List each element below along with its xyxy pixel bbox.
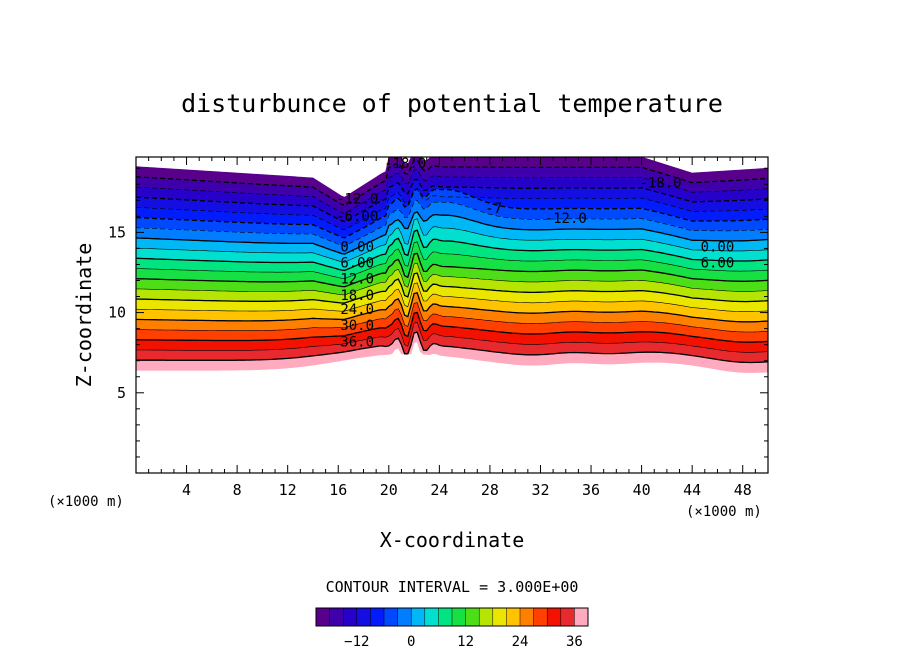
x-tick-label: 40 bbox=[633, 481, 651, 499]
colorbar-cell bbox=[547, 608, 562, 626]
colorbar-cell bbox=[452, 608, 466, 626]
x-tick-label: 32 bbox=[531, 481, 549, 499]
contour-line bbox=[136, 321, 768, 353]
colorbar-tick-label: 36 bbox=[566, 634, 583, 650]
contour-line bbox=[136, 211, 768, 255]
contour-line bbox=[136, 272, 768, 304]
colorbar-cell bbox=[574, 608, 589, 626]
y-axis-label: Z-coordinate bbox=[72, 243, 96, 388]
y-tick-label: 15 bbox=[108, 223, 126, 241]
colorbar-cell bbox=[356, 608, 371, 626]
colorbar-cell bbox=[384, 608, 398, 626]
x-tick-label: 8 bbox=[233, 481, 242, 499]
x-tick-label: 16 bbox=[329, 481, 347, 499]
contour-interval-text: CONTOUR INTERVAL = 3.000E+00 bbox=[326, 578, 579, 596]
contour-label: 0.00 bbox=[340, 240, 374, 256]
x-tick-label: 4 bbox=[182, 481, 191, 499]
colorbar-cell bbox=[533, 608, 548, 626]
axis-ticks bbox=[136, 157, 768, 473]
contour-label: -7 bbox=[485, 201, 502, 217]
contour-line bbox=[136, 187, 768, 239]
colorbar-cell bbox=[438, 608, 453, 626]
colorbar-cell bbox=[479, 608, 494, 626]
x-tick-label: 20 bbox=[380, 481, 398, 499]
contour-line bbox=[136, 218, 768, 263]
contour-line bbox=[136, 282, 768, 312]
colorbar-cell bbox=[370, 608, 385, 626]
contour-label: 6.00 bbox=[701, 256, 735, 272]
contour-line bbox=[136, 241, 768, 279]
contour-line bbox=[136, 178, 768, 223]
colorbar-tick-label: 24 bbox=[512, 634, 529, 650]
colorbar-tick-label: 0 bbox=[407, 634, 415, 650]
colorbar-frame bbox=[315, 607, 589, 627]
contour-line bbox=[136, 262, 768, 296]
contour-line bbox=[136, 158, 768, 207]
contour-label: 12.0 bbox=[340, 272, 374, 288]
contour-line bbox=[136, 188, 768, 231]
contour-line bbox=[136, 331, 768, 364]
contour-line bbox=[136, 200, 768, 247]
contour-label: -18.0 bbox=[639, 175, 681, 191]
contour-labels: -18.0-18.0-12.0-12.0-6.00-70.00 0.006.00 6… bbox=[336, 156, 735, 350]
colorbar-tick-labels: −12 0 12 24 36 bbox=[344, 634, 583, 650]
y-tick-label: 10 bbox=[108, 304, 126, 322]
contour-line bbox=[136, 292, 768, 323]
colorbar-tick-label: 12 bbox=[457, 634, 474, 650]
contour-label: 24.0 bbox=[340, 302, 374, 318]
contour-label: 0.00 bbox=[701, 240, 735, 256]
contour-line bbox=[136, 311, 768, 343]
x-unit-right: (×1000 m) bbox=[686, 504, 762, 520]
contour-label: -6.00 bbox=[336, 209, 378, 225]
colorbar-cell bbox=[343, 608, 358, 626]
colorbar-cell bbox=[560, 608, 575, 626]
y-tick-labels: 5 10 15 bbox=[108, 223, 126, 401]
colorbar-cell bbox=[397, 608, 412, 626]
colorbar-cell bbox=[316, 608, 330, 626]
contour-label: 18.0 bbox=[340, 288, 374, 304]
contour-line bbox=[136, 169, 768, 214]
contour-label: -12.0 bbox=[336, 192, 378, 208]
contour-label: 6.00 bbox=[340, 256, 374, 272]
colorbar-cell bbox=[506, 608, 521, 626]
colorbar-tick-label: −12 bbox=[344, 634, 369, 650]
x-tick-label: 28 bbox=[481, 481, 499, 499]
colorbar-cell bbox=[465, 608, 480, 626]
colorbar-cell bbox=[492, 608, 507, 626]
colorbar-cell bbox=[329, 608, 344, 626]
x-tick-label: 24 bbox=[430, 481, 448, 499]
contour-label: 30.0 bbox=[340, 318, 374, 334]
contour-line bbox=[136, 252, 768, 288]
y-tick-label: 5 bbox=[117, 384, 126, 402]
colorbar-cell bbox=[520, 608, 534, 626]
x-axis-label: X-coordinate bbox=[380, 528, 525, 552]
contour-label: -18.0 bbox=[384, 156, 426, 172]
x-tick-label: 44 bbox=[683, 481, 701, 499]
x-tick-label: 12 bbox=[279, 481, 297, 499]
contour-line bbox=[136, 302, 768, 333]
chart-title: disturbunce of potential temperature bbox=[181, 89, 723, 118]
x-tick-label: 48 bbox=[734, 481, 752, 499]
colorbar bbox=[315, 607, 589, 627]
contour-lines bbox=[136, 158, 768, 364]
contour-line bbox=[136, 229, 768, 272]
contour-label: -12.0 bbox=[545, 211, 587, 227]
colorbar-cell bbox=[424, 608, 439, 626]
contour-label: 36.0 bbox=[340, 334, 374, 350]
x-tick-label: 36 bbox=[582, 481, 600, 499]
colorbar-cell bbox=[411, 608, 426, 626]
x-tick-labels: 4 8 12 16 20 24 28 32 36 40 44 48 bbox=[182, 481, 752, 499]
x-unit-left: (×1000 m) bbox=[48, 494, 124, 510]
